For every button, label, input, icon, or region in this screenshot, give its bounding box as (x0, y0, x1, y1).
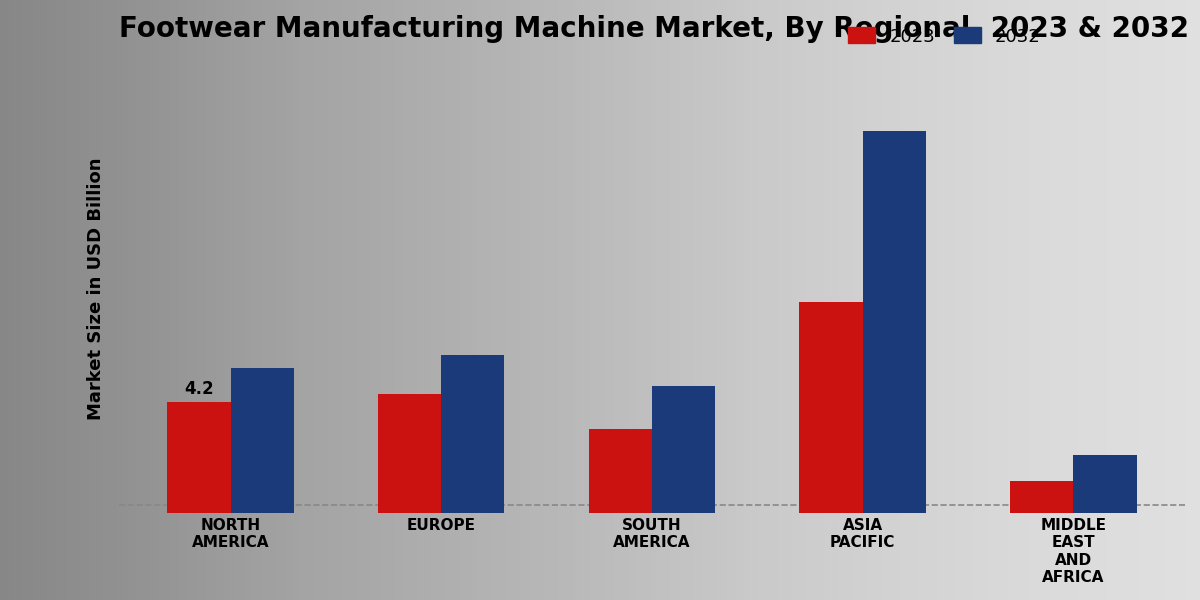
Bar (442, 355, 504, 513)
Y-axis label: Market Size in USD Billion: Market Size in USD Billion (86, 158, 106, 420)
Bar (652, 386, 715, 513)
Bar (1073, 455, 1136, 513)
Legend: 2023, 2032: 2023, 2032 (841, 20, 1048, 53)
Bar (863, 131, 926, 513)
Text: 4.2: 4.2 (184, 380, 214, 398)
Bar (230, 368, 294, 513)
Bar (589, 428, 652, 513)
Bar (167, 402, 230, 513)
Text: Footwear Manufacturing Machine Market, By Regional, 2023 & 2032: Footwear Manufacturing Machine Market, B… (119, 15, 1189, 43)
Bar (1010, 481, 1073, 513)
Bar (799, 302, 863, 513)
Bar (378, 394, 442, 513)
